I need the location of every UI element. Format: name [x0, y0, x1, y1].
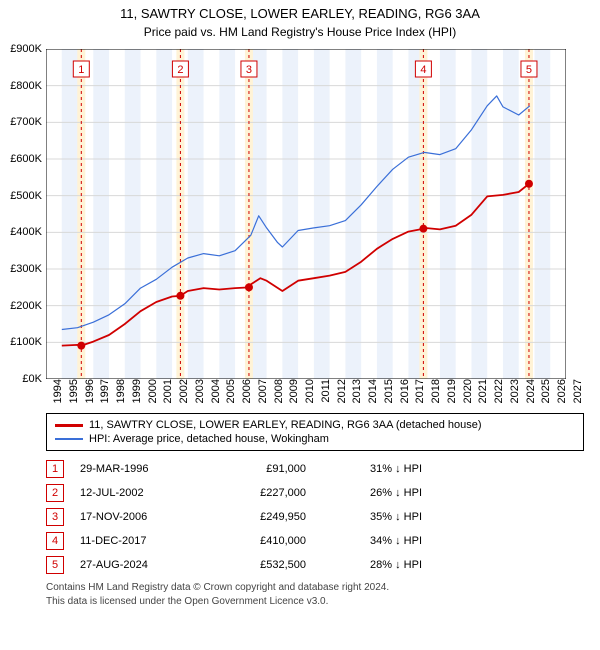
x-axis-label: 2022 [491, 379, 505, 403]
x-axis-label: 2002 [176, 379, 190, 403]
x-axis-label: 2023 [507, 379, 521, 403]
sale-price: £410,000 [216, 535, 306, 547]
chart-svg: 1 2 3 4 5 [46, 49, 566, 379]
sale-diff: 28% ↓ HPI [322, 559, 422, 571]
chart-container: 11, SAWTRY CLOSE, LOWER EARLEY, READING,… [0, 0, 600, 650]
x-axis-label: 2026 [554, 379, 568, 403]
sale-price: £227,000 [216, 487, 306, 499]
footer-line-2: This data is licensed under the Open Gov… [46, 595, 584, 609]
y-axis-label: £500K [10, 190, 46, 202]
sales-row: 5 27-AUG-2024 £532,500 28% ↓ HPI [46, 553, 584, 577]
x-axis-label: 2027 [570, 379, 584, 403]
x-axis-label: 2019 [444, 379, 458, 403]
y-axis-label: £800K [10, 80, 46, 92]
x-axis-label: 2025 [538, 379, 552, 403]
x-axis-label: 2013 [349, 379, 363, 403]
x-axis-label: 2000 [145, 379, 159, 403]
svg-text:5: 5 [526, 64, 532, 76]
sale-marker-badge: 1 [46, 460, 64, 478]
y-axis-label: £900K [10, 43, 46, 55]
x-axis-label: 2003 [192, 379, 206, 403]
legend-row: HPI: Average price, detached house, Woki… [55, 432, 575, 446]
sale-marker-badge: 4 [46, 532, 64, 550]
legend: 11, SAWTRY CLOSE, LOWER EARLEY, READING,… [46, 413, 584, 451]
sale-diff: 34% ↓ HPI [322, 535, 422, 547]
x-axis-label: 1996 [82, 379, 96, 403]
sale-date: 29-MAR-1996 [80, 463, 200, 475]
legend-label: 11, SAWTRY CLOSE, LOWER EARLEY, READING,… [89, 419, 482, 431]
sale-price: £532,500 [216, 559, 306, 571]
sales-row: 4 11-DEC-2017 £410,000 34% ↓ HPI [46, 529, 584, 553]
y-axis-label: £700K [10, 116, 46, 128]
x-axis-label: 1994 [50, 379, 64, 403]
x-axis-label: 2012 [334, 379, 348, 403]
legend-row: 11, SAWTRY CLOSE, LOWER EARLEY, READING,… [55, 418, 575, 432]
svg-text:3: 3 [246, 64, 252, 76]
x-axis-label: 2024 [523, 379, 537, 403]
sale-diff: 35% ↓ HPI [322, 511, 422, 523]
x-axis-label: 2021 [475, 379, 489, 403]
x-axis-label: 2018 [428, 379, 442, 403]
x-axis-label: 2006 [239, 379, 253, 403]
x-axis-label: 2016 [397, 379, 411, 403]
sale-price: £91,000 [216, 463, 306, 475]
line-chart: 12345£0K£100K£200K£300K£400K£500K£600K£7… [46, 49, 566, 379]
x-axis-label: 1999 [129, 379, 143, 403]
sale-marker-badge: 3 [46, 508, 64, 526]
sale-marker-badge: 2 [46, 484, 64, 502]
sales-table: 1 29-MAR-1996 £91,000 31% ↓ HPI 2 12-JUL… [46, 457, 584, 577]
legend-swatch [55, 424, 83, 427]
x-axis-label: 2014 [365, 379, 379, 403]
svg-text:1: 1 [78, 64, 84, 76]
y-axis-label: £200K [10, 300, 46, 312]
x-axis-label: 2008 [271, 379, 285, 403]
sale-diff: 26% ↓ HPI [322, 487, 422, 499]
svg-text:4: 4 [420, 64, 426, 76]
sales-row: 1 29-MAR-1996 £91,000 31% ↓ HPI [46, 457, 584, 481]
x-axis-label: 2005 [223, 379, 237, 403]
sale-date: 17-NOV-2006 [80, 511, 200, 523]
y-axis-label: £600K [10, 153, 46, 165]
title-line-1: 11, SAWTRY CLOSE, LOWER EARLEY, READING,… [10, 6, 590, 21]
sale-diff: 31% ↓ HPI [322, 463, 422, 475]
y-axis-label: £0K [22, 373, 46, 385]
x-axis-label: 2007 [255, 379, 269, 403]
legend-swatch [55, 438, 83, 440]
title-line-2: Price paid vs. HM Land Registry's House … [10, 25, 590, 39]
x-axis-label: 2001 [160, 379, 174, 403]
y-axis-label: £100K [10, 336, 46, 348]
x-axis-label: 2010 [302, 379, 316, 403]
x-axis-label: 2020 [460, 379, 474, 403]
title-area: 11, SAWTRY CLOSE, LOWER EARLEY, READING,… [0, 0, 600, 41]
legend-label: HPI: Average price, detached house, Woki… [89, 433, 329, 445]
y-axis-label: £300K [10, 263, 46, 275]
sales-row: 3 17-NOV-2006 £249,950 35% ↓ HPI [46, 505, 584, 529]
x-axis-label: 1997 [97, 379, 111, 403]
y-axis-label: £400K [10, 226, 46, 238]
sale-price: £249,950 [216, 511, 306, 523]
attribution-footer: Contains HM Land Registry data © Crown c… [46, 581, 584, 608]
x-axis-label: 1995 [66, 379, 80, 403]
x-axis-label: 2017 [412, 379, 426, 403]
x-axis-label: 2009 [286, 379, 300, 403]
sale-date: 12-JUL-2002 [80, 487, 200, 499]
sale-marker-badge: 5 [46, 556, 64, 574]
sales-row: 2 12-JUL-2002 £227,000 26% ↓ HPI [46, 481, 584, 505]
svg-text:2: 2 [177, 64, 183, 76]
x-axis-label: 2015 [381, 379, 395, 403]
x-axis-label: 2011 [318, 379, 332, 403]
sale-date: 11-DEC-2017 [80, 535, 200, 547]
footer-line-1: Contains HM Land Registry data © Crown c… [46, 581, 584, 595]
x-axis-label: 2004 [208, 379, 222, 403]
sale-date: 27-AUG-2024 [80, 559, 200, 571]
x-axis-label: 1998 [113, 379, 127, 403]
